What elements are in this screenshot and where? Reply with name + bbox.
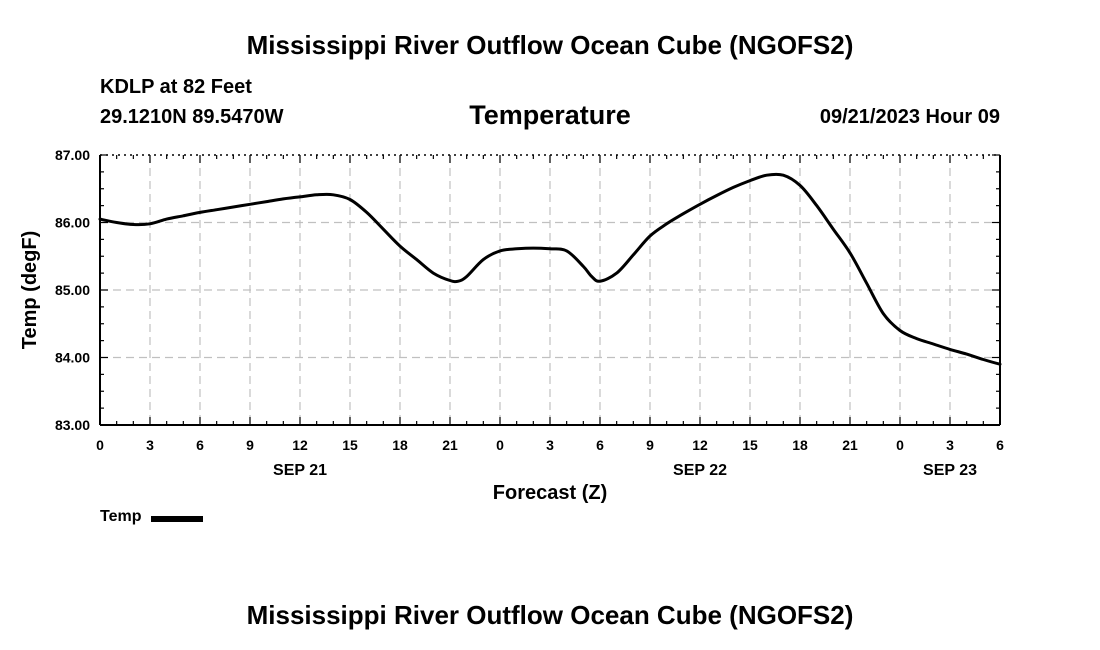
chart-main-title: Mississippi River Outflow Ocean Cube (NG…: [246, 30, 854, 60]
x-tick-label: 21: [442, 437, 458, 453]
x-tick-label: 0: [896, 437, 904, 453]
x-tick-label: 0: [496, 437, 504, 453]
y-tick-label: 83.00: [55, 417, 90, 433]
x-tick-label: 3: [146, 437, 154, 453]
x-tick-label: 15: [742, 437, 758, 453]
x-tick-label: 3: [946, 437, 954, 453]
x-tick-label: 3: [546, 437, 554, 453]
grid-layer: [100, 155, 1000, 425]
forecast-datetime: 09/21/2023 Hour 09: [819, 106, 1000, 128]
x-tick-label: 9: [646, 437, 654, 453]
y-tick-label: 87.00: [55, 147, 90, 163]
legend: Temp: [100, 508, 204, 526]
x-tick-label: 18: [792, 437, 808, 453]
date-label: SEP 23: [923, 462, 977, 479]
series-layer: [98, 172, 1002, 366]
axis-layer: [99, 154, 1001, 426]
y-axis-title: Temp (degF): [19, 231, 41, 350]
x-tick-label: 0: [96, 437, 104, 453]
x-tick-label: 12: [692, 437, 708, 453]
date-label: SEP 22: [673, 462, 727, 479]
legend-line-swatch: [151, 515, 204, 522]
x-tick-label: 12: [292, 437, 308, 453]
y-tick-label: 86.00: [55, 215, 90, 231]
legend-label: Temp: [100, 508, 142, 525]
x-tick-label: 21: [842, 437, 858, 453]
date-label: SEP 21: [273, 462, 327, 479]
y-tick-label: 85.00: [55, 282, 90, 298]
x-tick-label: 15: [342, 437, 358, 453]
chart-subtitle: Temperature: [469, 100, 631, 130]
y-tick-label: 84.00: [55, 350, 90, 366]
x-axis-title: Forecast (Z): [492, 482, 608, 504]
chart-footer-title: Mississippi River Outflow Ocean Cube (NG…: [246, 600, 854, 630]
x-tick-label: 6: [996, 437, 1004, 453]
x-tick-label: 9: [246, 437, 254, 453]
label-layer: 0 3 6 9 12 15 18 21 0 3 6 9 12 15 18 21 0 3 6 83.00 84.00 85.…: [19, 147, 1004, 479]
x-tick-label: 18: [392, 437, 408, 453]
station-label: KDLP at 82 Feet: [100, 76, 252, 98]
x-tick-label: 6: [196, 437, 204, 453]
station-coordinates: 29.1210N 89.5470W: [100, 106, 284, 128]
x-tick-label: 6: [596, 437, 604, 453]
temp-series-line: [98, 172, 1002, 366]
